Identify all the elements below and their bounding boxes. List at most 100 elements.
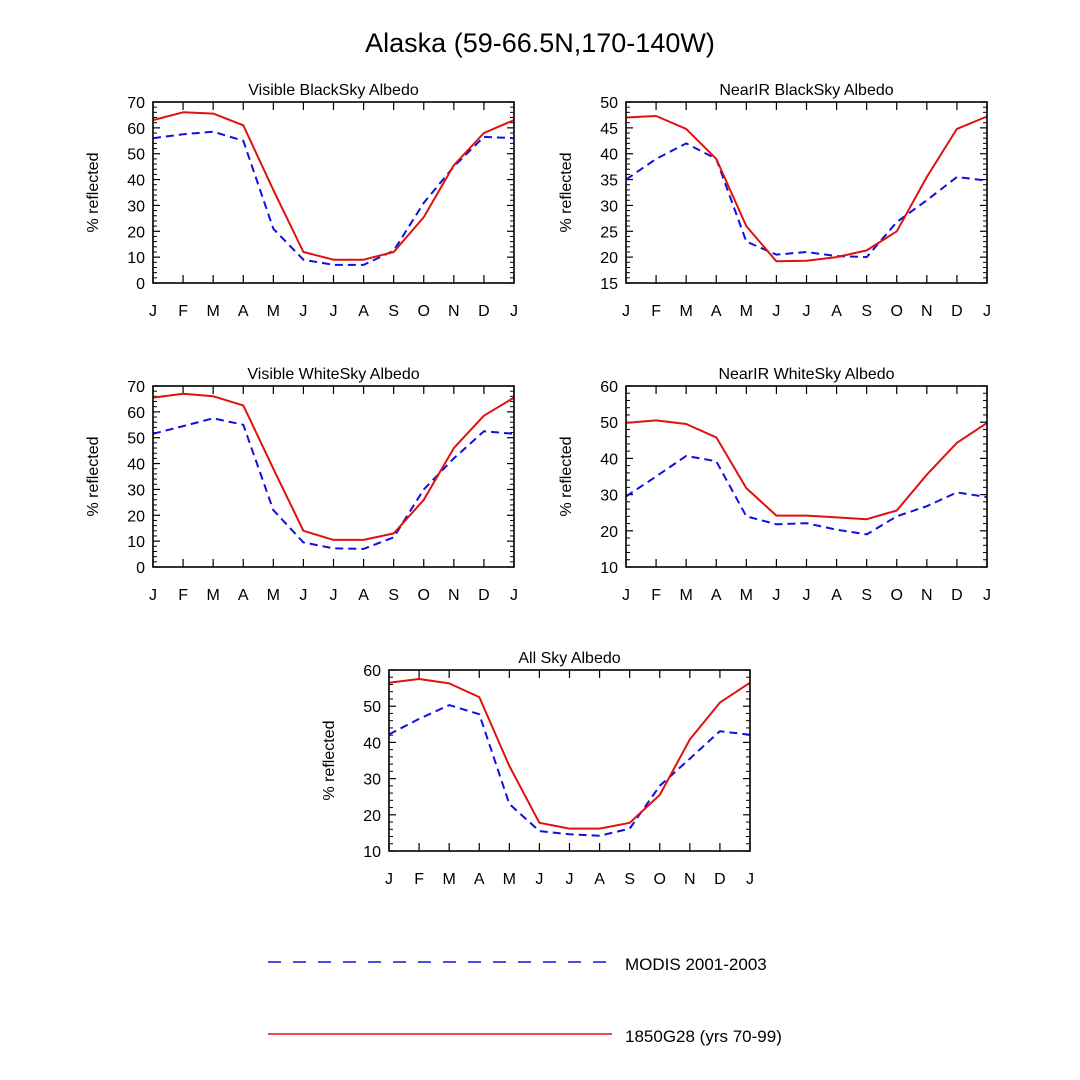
legend: MODIS 2001-2003 1850G28 (yrs 70-99) bbox=[268, 955, 782, 1046]
y-tick-label: 40 bbox=[127, 173, 145, 190]
x-tick-label: M bbox=[503, 871, 516, 888]
y-axis-label: % reflected bbox=[558, 436, 575, 516]
x-tick-label: D bbox=[714, 871, 726, 888]
y-tick-label: 30 bbox=[600, 198, 618, 215]
legend-label-modis: MODIS 2001-2003 bbox=[625, 955, 767, 974]
series-line-model bbox=[388, 678, 751, 830]
x-tick-label: F bbox=[178, 587, 188, 604]
x-tick-label: O bbox=[418, 303, 430, 320]
y-tick-label: 50 bbox=[127, 431, 145, 448]
panel-title: NearIR BlackSky Albedo bbox=[719, 82, 893, 99]
chart-panel-5: All Sky Albedo % reflected 10 20 30 40 50 60 J F M… bbox=[321, 650, 754, 888]
series-line-model bbox=[152, 111, 515, 261]
y-tick-label: 40 bbox=[600, 451, 618, 468]
y-tick-label: 50 bbox=[363, 699, 381, 716]
y-tick-label: 10 bbox=[600, 560, 618, 577]
plot-frame bbox=[152, 385, 515, 568]
x-tick-label: D bbox=[478, 587, 490, 604]
series-line-model bbox=[152, 392, 515, 541]
x-tick-label: J bbox=[510, 303, 518, 320]
x-tick-label: M bbox=[267, 587, 280, 604]
x-tick-label: J bbox=[385, 871, 393, 888]
x-tick-label: M bbox=[267, 303, 280, 320]
x-tick-label: D bbox=[478, 303, 490, 320]
x-tick-label: J bbox=[983, 587, 991, 604]
chart-panel-3: Visible WhiteSky Albedo % reflected 0 10 20 3… bbox=[85, 366, 518, 604]
x-tick-label: J bbox=[535, 871, 543, 888]
y-tick-label: 70 bbox=[127, 95, 145, 112]
x-tick-label: A bbox=[238, 587, 249, 604]
x-tick-label: A bbox=[711, 303, 722, 320]
x-tick-label: A bbox=[711, 587, 722, 604]
plot-frame bbox=[152, 101, 515, 284]
x-tick-label: N bbox=[921, 303, 933, 320]
y-tick-label: 50 bbox=[600, 415, 618, 432]
y-tick-label: 60 bbox=[600, 379, 618, 396]
y-tick-label: 20 bbox=[127, 224, 145, 241]
x-tick-label: S bbox=[388, 587, 399, 604]
x-tick-label: J bbox=[803, 303, 811, 320]
x-tick-label: O bbox=[891, 303, 903, 320]
x-tick-label: S bbox=[388, 303, 399, 320]
y-tick-label: 40 bbox=[600, 147, 618, 164]
y-tick-label: 60 bbox=[363, 663, 381, 680]
x-tick-label: N bbox=[448, 587, 460, 604]
x-tick-label: M bbox=[443, 871, 456, 888]
y-tick-label: 20 bbox=[127, 508, 145, 525]
figure-title: Alaska (59-66.5N,170-140W) bbox=[365, 28, 715, 58]
x-tick-label: A bbox=[831, 587, 842, 604]
y-tick-label: 60 bbox=[127, 121, 145, 138]
y-axis-label: % reflected bbox=[558, 152, 575, 232]
panel-title: Visible WhiteSky Albedo bbox=[247, 366, 419, 383]
x-tick-label: A bbox=[474, 871, 485, 888]
y-tick-label: 30 bbox=[600, 488, 618, 505]
x-tick-label: O bbox=[418, 587, 430, 604]
y-tick-label: 0 bbox=[136, 276, 145, 293]
y-tick-label: 50 bbox=[127, 147, 145, 164]
x-tick-label: M bbox=[680, 587, 693, 604]
x-tick-label: F bbox=[178, 303, 188, 320]
x-tick-label: J bbox=[299, 303, 307, 320]
y-tick-label: 20 bbox=[600, 524, 618, 541]
x-tick-label: J bbox=[149, 587, 157, 604]
x-tick-label: A bbox=[358, 587, 369, 604]
x-tick-label: J bbox=[510, 587, 518, 604]
y-tick-label: 70 bbox=[127, 379, 145, 396]
y-tick-label: 35 bbox=[600, 173, 618, 190]
x-tick-label: J bbox=[772, 303, 780, 320]
x-tick-label: F bbox=[414, 871, 424, 888]
panel-title: Visible BlackSky Albedo bbox=[248, 82, 419, 99]
y-axis-label: % reflected bbox=[321, 720, 338, 800]
x-tick-label: A bbox=[831, 303, 842, 320]
x-tick-label: M bbox=[680, 303, 693, 320]
x-tick-label: D bbox=[951, 587, 963, 604]
x-tick-label: N bbox=[921, 587, 933, 604]
x-tick-label: A bbox=[358, 303, 369, 320]
y-axis-label: % reflected bbox=[85, 152, 102, 232]
x-tick-label: J bbox=[746, 871, 754, 888]
x-tick-label: J bbox=[622, 303, 630, 320]
x-tick-label: J bbox=[299, 587, 307, 604]
x-tick-label: J bbox=[772, 587, 780, 604]
y-tick-label: 60 bbox=[127, 405, 145, 422]
series-line-modis bbox=[152, 130, 515, 266]
series-line-model bbox=[625, 115, 988, 263]
x-tick-label: N bbox=[684, 871, 696, 888]
series-line-modis bbox=[625, 142, 988, 259]
x-tick-label: D bbox=[951, 303, 963, 320]
y-tick-label: 15 bbox=[600, 276, 618, 293]
y-tick-label: 20 bbox=[600, 250, 618, 267]
y-tick-label: 25 bbox=[600, 224, 618, 241]
series-line-modis bbox=[388, 704, 751, 837]
panel-title: NearIR WhiteSky Albedo bbox=[718, 366, 894, 383]
y-tick-label: 10 bbox=[127, 250, 145, 267]
chart-panels: Visible BlackSky Albedo % reflected 0 10 20 3… bbox=[85, 82, 991, 888]
x-tick-label: J bbox=[566, 871, 574, 888]
y-tick-label: 0 bbox=[136, 560, 145, 577]
x-tick-label: J bbox=[149, 303, 157, 320]
x-tick-label: M bbox=[740, 303, 753, 320]
y-tick-label: 40 bbox=[127, 457, 145, 474]
plot-frame bbox=[388, 669, 751, 852]
plot-frame bbox=[625, 101, 988, 284]
